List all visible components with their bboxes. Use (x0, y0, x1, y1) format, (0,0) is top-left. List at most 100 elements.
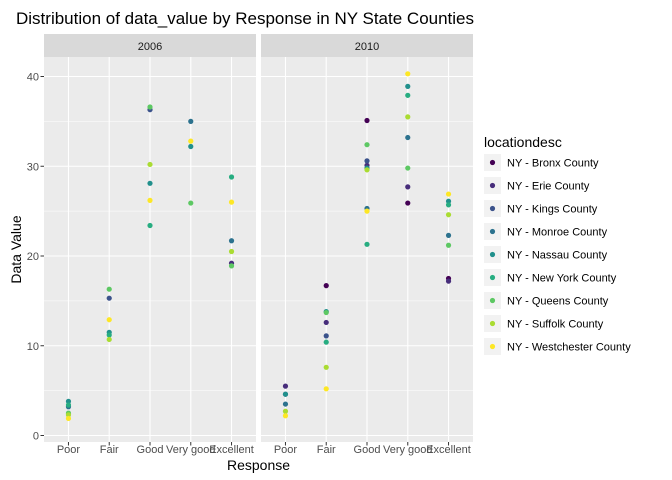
data-point (106, 295, 112, 301)
chart-title: Distribution of data_value by Response i… (16, 9, 474, 28)
y-tick-label: 30 (27, 161, 39, 173)
data-point (282, 401, 289, 407)
x-tick-label: Fair (100, 444, 119, 456)
data-point (106, 286, 112, 292)
x-tick-label: Poor (57, 444, 81, 456)
x-tick-label: Very good (166, 444, 216, 456)
data-point (445, 198, 452, 204)
data-point (282, 391, 289, 397)
facet-label-2010: 2010 (355, 41, 379, 53)
legend-key (489, 251, 496, 258)
data-point (364, 241, 370, 247)
data-point (147, 222, 153, 229)
facet-label-2006: 2006 (138, 41, 162, 53)
legend-key (489, 320, 496, 327)
y-tick-label: 0 (33, 431, 39, 443)
y-tick-label: 10 (27, 341, 39, 353)
data-point (445, 212, 452, 218)
legend-label: NY - Kings County (507, 204, 598, 216)
data-point (65, 398, 72, 404)
legend-label: NY - Suffolk County (507, 319, 604, 331)
data-point (106, 317, 112, 323)
data-point (188, 138, 194, 144)
data-point (147, 161, 153, 168)
legend-label: NY - Queens County (507, 296, 609, 308)
data-point (405, 200, 411, 206)
data-point (323, 333, 329, 339)
data-point (282, 383, 289, 389)
legend-title: locationdesc (484, 134, 562, 150)
y-tick-label: 40 (27, 72, 39, 84)
data-point (323, 283, 329, 289)
data-point (147, 180, 153, 186)
data-point (323, 364, 329, 370)
legend-label: NY - Erie County (507, 181, 590, 193)
x-tick-label: Fair (317, 444, 336, 456)
data-point (445, 191, 452, 197)
data-point (65, 415, 72, 422)
x-tick-label: Good (354, 444, 381, 456)
data-point (323, 309, 329, 316)
data-point (445, 278, 452, 284)
data-point (405, 71, 411, 77)
data-point (445, 232, 452, 238)
data-point (323, 339, 329, 345)
data-point (364, 208, 370, 214)
legend-key (489, 205, 496, 212)
data-point (147, 104, 153, 110)
legend-label: NY - Bronx County (507, 158, 599, 170)
legend: NY - Bronx County NY - Erie County NY - Ki… (484, 154, 631, 355)
data-points (65, 71, 452, 422)
data-point (405, 134, 411, 141)
data-point (147, 197, 153, 203)
data-point (405, 165, 411, 171)
legend-key (489, 297, 496, 304)
data-point (405, 83, 411, 89)
x-tick-label: Excellent (426, 444, 471, 456)
facet-strip-2006 (44, 34, 256, 57)
data-point (65, 412, 72, 418)
legend-key (489, 274, 496, 281)
data-point (188, 200, 194, 206)
x-tick-label: Excellent (209, 444, 254, 456)
x-tick-label: Very good (383, 444, 433, 456)
data-point (405, 114, 411, 120)
y-axis-title: Data Value (8, 215, 24, 283)
data-point (228, 248, 235, 255)
data-point (188, 118, 194, 124)
legend-label: NY - Westchester County (507, 342, 631, 354)
x-axis-title: Response (227, 457, 290, 473)
data-point (323, 319, 329, 326)
data-point (65, 402, 72, 408)
legend-key (489, 159, 496, 166)
data-point (282, 413, 289, 419)
data-point (405, 92, 411, 98)
data-point (364, 158, 370, 164)
data-point (445, 242, 452, 248)
data-point (228, 199, 235, 205)
data-point (323, 386, 329, 392)
data-point (106, 336, 112, 343)
legend-label: NY - New York County (507, 273, 617, 285)
x-tick-label: Good (137, 444, 164, 456)
data-point (106, 332, 112, 338)
data-point (228, 174, 235, 180)
data-point (228, 238, 235, 244)
data-point (364, 167, 370, 173)
facet-strip-2010 (261, 34, 473, 57)
data-point (188, 143, 194, 150)
data-point (364, 117, 370, 124)
data-point (364, 142, 370, 148)
legend-key (489, 343, 496, 350)
legend-label: NY - Monroe County (507, 227, 608, 239)
data-point (405, 184, 411, 190)
y-tick-label: 20 (27, 251, 39, 263)
data-point (228, 263, 235, 269)
legend-key (489, 228, 496, 235)
data-point (445, 202, 452, 208)
data-point (282, 408, 289, 414)
legend-label: NY - Nassau County (507, 250, 608, 262)
x-tick-label: Poor (274, 444, 298, 456)
